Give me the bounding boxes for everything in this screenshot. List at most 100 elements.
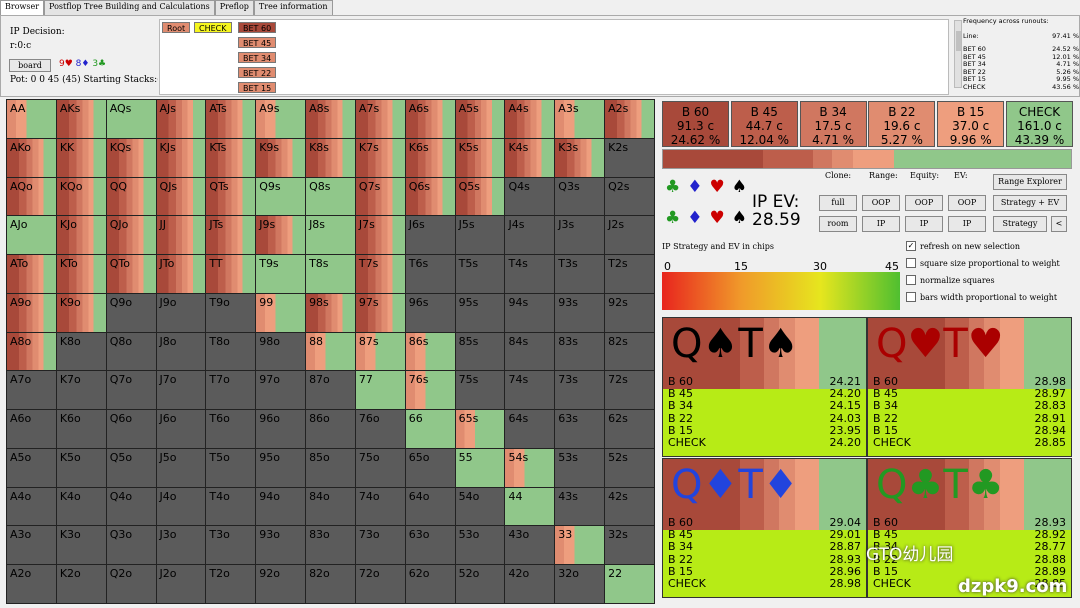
- tab-postflop[interactable]: Postflop Tree Building and Calculations: [44, 0, 215, 15]
- hand-cell[interactable]: A6o: [7, 410, 56, 448]
- range-ip-button[interactable]: IP: [862, 216, 900, 232]
- hand-cell[interactable]: 97s: [355, 293, 405, 332]
- hand-cell[interactable]: Q3s: [555, 177, 605, 216]
- hand-cell[interactable]: 65s: [455, 410, 505, 448]
- hand-cell[interactable]: Q6s: [405, 177, 455, 216]
- equity-oop-button[interactable]: OOP: [905, 195, 943, 211]
- hand-cell[interactable]: A2s: [605, 100, 654, 138]
- hand-cell[interactable]: 86s: [405, 332, 455, 371]
- suit-filter-icon[interactable]: ♦: [687, 177, 703, 197]
- hand-cell[interactable]: 75o: [355, 448, 405, 487]
- tree-node-bet[interactable]: BET 15: [238, 82, 277, 93]
- hand-cell[interactable]: QJo: [106, 216, 156, 255]
- hand-cell[interactable]: 98s: [306, 293, 355, 332]
- hand-cell[interactable]: A9o: [7, 293, 56, 332]
- hand-cell[interactable]: AQo: [7, 177, 56, 216]
- suit-filter-icon[interactable]: ♣: [665, 177, 681, 197]
- hand-cell[interactable]: KQs: [106, 138, 156, 177]
- hand-cell[interactable]: A5o: [7, 448, 56, 487]
- hand-cell[interactable]: 86o: [306, 410, 355, 448]
- hand-cell[interactable]: T6s: [405, 255, 455, 293]
- hand-cell[interactable]: A3o: [7, 526, 56, 565]
- hand-cell[interactable]: K7s: [355, 138, 405, 177]
- combo-card[interactable]: Q♦T♦ B 60 29.04 B 45 29.01 B 34 28.87 B 22 28.93…: [662, 458, 867, 598]
- hand-cell[interactable]: J7o: [156, 371, 206, 410]
- hand-cell[interactable]: K7o: [56, 371, 106, 410]
- tab-tree-information[interactable]: Tree information: [253, 0, 333, 15]
- hand-cell[interactable]: K4o: [56, 487, 106, 526]
- hand-cell[interactable]: AKo: [7, 138, 56, 177]
- hand-cell[interactable]: 95o: [256, 448, 306, 487]
- hand-cell[interactable]: T3o: [206, 526, 256, 565]
- hand-cell[interactable]: 76s: [405, 371, 455, 410]
- strategy-button[interactable]: Strategy: [993, 216, 1047, 232]
- hand-cell[interactable]: 64o: [405, 487, 455, 526]
- hand-cell[interactable]: 42s: [605, 487, 654, 526]
- back-button[interactable]: <: [1051, 216, 1067, 232]
- hand-cell[interactable]: KTo: [56, 255, 106, 293]
- suit-filter-icon[interactable]: ♠: [731, 177, 747, 197]
- hand-cell[interactable]: 75s: [455, 371, 505, 410]
- suit-filter-icon[interactable]: ♦: [687, 208, 703, 228]
- hand-cell[interactable]: A4o: [7, 487, 56, 526]
- option-square-size[interactable]: square size proportional to weight: [906, 258, 1060, 268]
- hand-cell[interactable]: AKs: [56, 100, 106, 138]
- hand-cell[interactable]: KJs: [156, 138, 206, 177]
- hand-cell[interactable]: 55: [455, 448, 505, 487]
- board-button[interactable]: board: [9, 59, 51, 72]
- hand-cell[interactable]: T2o: [206, 565, 256, 603]
- hand-cell[interactable]: Q8o: [106, 332, 156, 371]
- action-box[interactable]: CHECK 161.0 c 43.39 %: [1006, 101, 1073, 147]
- hand-cell[interactable]: 66: [405, 410, 455, 448]
- hand-cell[interactable]: 43o: [505, 526, 555, 565]
- room-button[interactable]: room: [819, 216, 857, 232]
- hand-cell[interactable]: 44: [505, 487, 555, 526]
- hand-cell[interactable]: 53o: [455, 526, 505, 565]
- hand-cell[interactable]: J7s: [355, 216, 405, 255]
- hand-cell[interactable]: 84o: [306, 487, 355, 526]
- hand-cell[interactable]: T2s: [605, 255, 654, 293]
- hand-cell[interactable]: J4o: [156, 487, 206, 526]
- hand-cell[interactable]: A6s: [405, 100, 455, 138]
- hand-cell[interactable]: A3s: [555, 100, 605, 138]
- range-explorer-button[interactable]: Range Explorer: [993, 174, 1067, 190]
- hand-cell[interactable]: J8o: [156, 332, 206, 371]
- hand-cell[interactable]: K3s: [555, 138, 605, 177]
- hand-cell[interactable]: 72o: [355, 565, 405, 603]
- hand-cell[interactable]: 62o: [405, 565, 455, 603]
- hand-cell[interactable]: 33: [555, 526, 605, 565]
- hand-cell[interactable]: 54o: [455, 487, 505, 526]
- action-box[interactable]: B 15 37.0 c 9.96 %: [937, 101, 1005, 147]
- hand-cell[interactable]: K6o: [56, 410, 106, 448]
- action-box[interactable]: B 45 44.7 c 12.04 %: [730, 101, 798, 147]
- hand-cell[interactable]: AJo: [7, 216, 56, 255]
- action-box[interactable]: B 60 91.3 c 24.62 %: [662, 101, 729, 147]
- hand-cell[interactable]: J2o: [156, 565, 206, 603]
- hand-cell[interactable]: Q7s: [355, 177, 405, 216]
- hand-cell[interactable]: 77: [355, 371, 405, 410]
- hand-cell[interactable]: T4o: [206, 487, 256, 526]
- frequency-scrollbar[interactable]: [954, 20, 962, 88]
- tree-node-bet[interactable]: BET 22: [238, 67, 277, 78]
- hand-cell[interactable]: 95s: [455, 293, 505, 332]
- hand-cell[interactable]: KJo: [56, 216, 106, 255]
- hand-cell[interactable]: 52s: [605, 448, 654, 487]
- hand-cell[interactable]: T8o: [206, 332, 256, 371]
- hand-cell[interactable]: 73s: [555, 371, 605, 410]
- hand-cell[interactable]: 65o: [405, 448, 455, 487]
- suit-filter-icon[interactable]: ♠: [731, 208, 747, 228]
- tree-node-bet[interactable]: BET 34: [238, 52, 277, 63]
- hand-cell[interactable]: J3o: [156, 526, 206, 565]
- hand-cell[interactable]: ATs: [206, 100, 256, 138]
- checkbox[interactable]: [906, 292, 916, 302]
- hand-cell[interactable]: AQs: [106, 100, 156, 138]
- hand-cell[interactable]: K8o: [56, 332, 106, 371]
- strategy-ev-button[interactable]: Strategy + EV: [993, 195, 1067, 211]
- hand-cell[interactable]: A5s: [455, 100, 505, 138]
- hand-cell[interactable]: QTo: [106, 255, 156, 293]
- hand-cell[interactable]: 87o: [306, 371, 355, 410]
- hand-cell[interactable]: K4s: [505, 138, 555, 177]
- hand-cell[interactable]: T5s: [455, 255, 505, 293]
- suit-filter-icon[interactable]: ♥: [709, 208, 725, 228]
- hand-cell[interactable]: 72s: [605, 371, 654, 410]
